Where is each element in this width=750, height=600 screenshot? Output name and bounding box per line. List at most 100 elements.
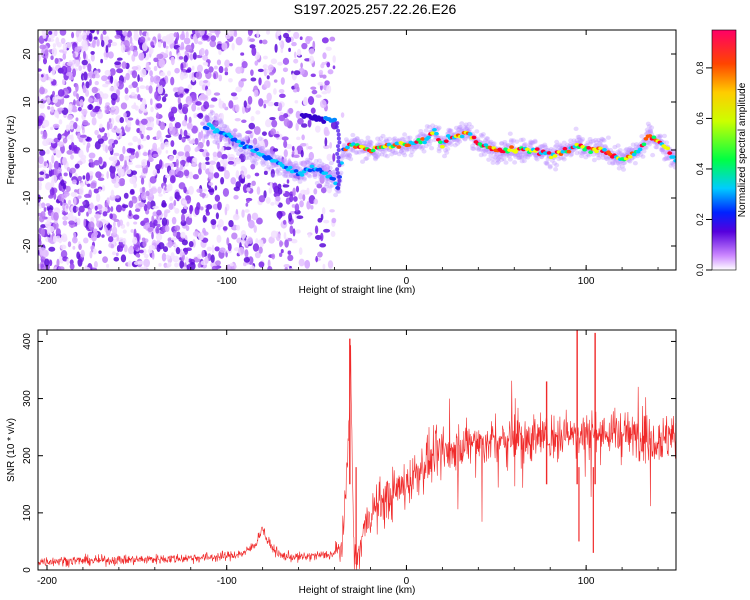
noise-blob xyxy=(118,245,124,252)
noise-blob xyxy=(134,33,139,42)
ridge-halo xyxy=(236,151,242,157)
noise-blob xyxy=(129,36,133,44)
ridge-halo xyxy=(249,152,255,158)
noise-blob xyxy=(76,93,79,100)
ridge-halo xyxy=(466,128,472,133)
ridge-halo xyxy=(547,164,553,169)
ridge-halo xyxy=(411,147,417,152)
ridge-halo xyxy=(267,149,273,155)
ridge-halo xyxy=(616,161,622,167)
noise-blob xyxy=(331,217,337,224)
ridge-halo xyxy=(622,152,628,157)
ridge-halo xyxy=(517,154,523,160)
ridge-halo xyxy=(293,160,299,166)
noise-blob xyxy=(100,58,104,64)
noise-blob xyxy=(228,100,234,109)
noise-blob xyxy=(178,46,185,50)
noise-blob xyxy=(57,133,62,141)
ridge-halo xyxy=(288,173,294,179)
noise-blob xyxy=(132,236,138,245)
noise-blob xyxy=(253,126,261,135)
ridge-halo xyxy=(646,142,652,147)
noise-blob xyxy=(191,125,198,134)
noise-blob xyxy=(234,118,241,122)
ridge-halo xyxy=(464,125,470,130)
snr-frame xyxy=(37,329,677,571)
ridge-halo xyxy=(486,157,492,162)
ridge-halo xyxy=(347,153,353,158)
noise-blob xyxy=(163,187,167,191)
noise-blob xyxy=(153,65,158,72)
noise-blob xyxy=(278,213,281,220)
ridge-halo xyxy=(456,137,462,142)
noise-blob xyxy=(148,244,156,250)
noise-blob xyxy=(141,186,146,193)
noise-blob xyxy=(83,218,87,228)
ridge-halo xyxy=(419,146,425,151)
noise-blob xyxy=(235,224,241,231)
ridge-halo xyxy=(527,142,533,148)
noise-blob xyxy=(141,237,146,242)
ridge-connector xyxy=(337,163,342,168)
ridge-halo xyxy=(528,143,534,148)
noise-blob xyxy=(270,58,278,65)
noise-blob xyxy=(195,101,202,106)
ridge-halo xyxy=(297,179,303,184)
colorbar-tick-label: 0.6 xyxy=(695,112,705,125)
noise-blob xyxy=(44,221,51,228)
noise-blob xyxy=(101,234,105,238)
noise-blob xyxy=(168,155,174,162)
noise-blob xyxy=(183,169,190,177)
noise-blob xyxy=(93,159,100,166)
noise-blob xyxy=(83,237,89,244)
ridge-halo xyxy=(305,159,311,165)
noise-blob xyxy=(174,225,181,231)
ridge-halo xyxy=(444,142,450,148)
noise-blob xyxy=(327,260,334,269)
noise-blob xyxy=(69,263,75,270)
noise-blob xyxy=(93,261,98,268)
noise-blob xyxy=(38,181,42,188)
heatmap-x-tick-label: -200 xyxy=(37,276,57,287)
noise-blob xyxy=(179,248,183,258)
noise-blob xyxy=(83,71,88,81)
noise-blob xyxy=(39,171,45,176)
noise-blob xyxy=(207,171,214,180)
noise-blob xyxy=(126,221,130,227)
noise-blob xyxy=(51,47,58,57)
noise-blob xyxy=(137,74,140,83)
noise-blob xyxy=(106,171,109,179)
noise-blob xyxy=(100,33,104,42)
noise-blob xyxy=(70,191,77,197)
ridge-halo xyxy=(564,142,570,148)
noise-blob xyxy=(131,81,138,89)
ridge-core xyxy=(459,134,465,139)
ridge-halo xyxy=(493,153,499,158)
noise-blob xyxy=(208,164,214,173)
noise-blob xyxy=(204,115,210,123)
ridge-halo xyxy=(591,157,597,163)
heatmap-x-tick-label: 0 xyxy=(404,276,410,287)
ridge-halo xyxy=(218,120,224,125)
noise-blob xyxy=(295,229,301,234)
ridge-halo xyxy=(532,152,538,158)
ridge-core xyxy=(524,147,530,152)
ridge-halo xyxy=(508,138,514,143)
noise-blob xyxy=(232,128,238,133)
noise-blob xyxy=(303,96,308,106)
ridge-halo xyxy=(378,136,384,141)
noise-blob xyxy=(114,34,121,39)
ridge-halo xyxy=(454,130,460,135)
ridge-halo xyxy=(508,139,514,144)
ridge-halo xyxy=(356,150,362,155)
noise-blob xyxy=(147,227,154,233)
noise-blob xyxy=(109,68,116,76)
ridge-halo xyxy=(208,112,214,117)
ridge-core xyxy=(331,177,337,181)
noise-blob xyxy=(170,56,175,62)
noise-blob xyxy=(156,112,160,120)
noise-blob xyxy=(233,195,239,200)
ridge-halo xyxy=(423,128,429,133)
noise-blob xyxy=(180,155,187,161)
noise-blob xyxy=(180,213,186,223)
